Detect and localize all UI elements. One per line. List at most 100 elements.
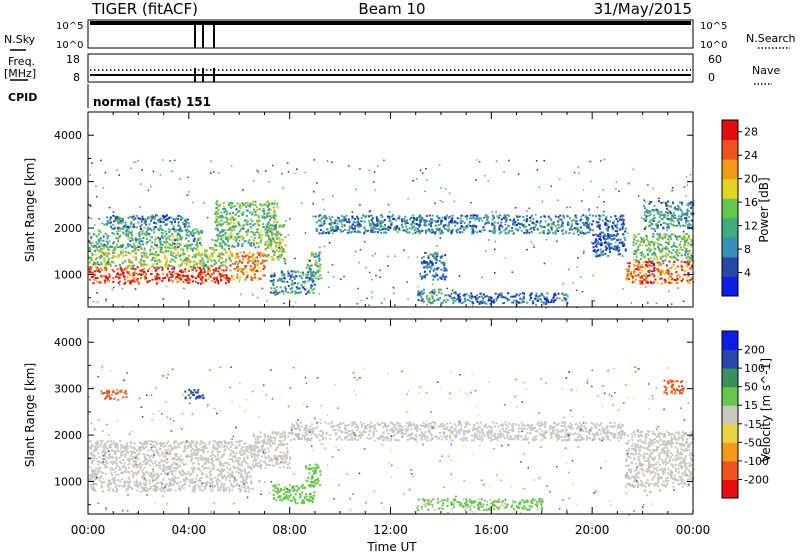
heatmap-cell	[135, 240, 138, 243]
heatmap-cell	[241, 271, 244, 274]
heatmap-cell	[641, 280, 644, 283]
heatmap-cell	[600, 244, 603, 246]
heatmap-cell	[218, 273, 221, 276]
heatmap-cell	[281, 277, 284, 280]
heatmap-cell	[511, 230, 514, 232]
heatmap-cell	[659, 215, 661, 218]
heatmap-cell	[163, 217, 165, 220]
heatmap-cell	[476, 294, 479, 297]
heatmap-cell	[646, 211, 649, 214]
heatmap-cell	[463, 295, 466, 298]
heatmap-cell	[153, 231, 156, 234]
heatmap-cell	[645, 282, 648, 285]
heatmap-cell	[186, 247, 189, 250]
heatmap-cell	[656, 275, 659, 278]
heatmap-cell	[350, 224, 353, 227]
heatmap-cell	[526, 229, 529, 232]
heatmap-cell	[639, 243, 642, 246]
heatmap-cell	[137, 246, 140, 249]
heatmap-cell	[218, 221, 221, 224]
heatmap-cell	[271, 202, 274, 205]
heatmap-cell	[279, 277, 282, 280]
heatmap-cell	[591, 241, 593, 244]
heatmap-cell	[567, 268, 570, 271]
heatmap-cell	[210, 248, 213, 251]
heatmap-cell	[647, 225, 650, 228]
heatmap-cell	[232, 225, 235, 228]
heatmap-cell	[128, 264, 131, 267]
colorbar-tick-label: 16	[744, 196, 758, 209]
heatmap-cell	[187, 240, 190, 243]
heatmap-cell	[252, 267, 255, 270]
heatmap-cell	[562, 282, 565, 285]
heatmap-cell	[240, 228, 243, 231]
heatmap-cell	[91, 241, 94, 244]
heatmap-cell	[412, 180, 414, 182]
heatmap-cell	[586, 219, 589, 222]
heatmap-cell	[528, 298, 531, 301]
heatmap-cell	[656, 237, 659, 240]
heatmap-cell	[441, 301, 444, 304]
heatmap-cell	[550, 223, 553, 226]
heatmap-cell	[121, 245, 124, 248]
heatmap-cell	[219, 461, 222, 463]
heatmap-cell	[93, 457, 96, 460]
heatmap-cell	[233, 237, 236, 239]
heatmap-cell	[172, 225, 175, 228]
heatmap-cell	[264, 231, 267, 234]
heatmap-cell	[231, 277, 234, 280]
heatmap-cell	[313, 287, 316, 290]
heatmap-cell	[100, 461, 103, 464]
heatmap-cell	[443, 224, 446, 227]
heatmap-cell	[193, 237, 196, 240]
heatmap-cell	[370, 219, 373, 221]
heatmap-cell	[426, 179, 428, 182]
heatmap-cell	[420, 299, 423, 302]
heatmap-cell	[445, 300, 447, 303]
heatmap-cell	[634, 252, 637, 255]
heatmap-cell	[348, 225, 351, 228]
heatmap-cell	[645, 218, 648, 221]
heatmap-cell	[225, 275, 228, 278]
heatmap-cell	[128, 271, 131, 274]
heatmap-cell	[151, 278, 154, 281]
heatmap-cell	[118, 280, 121, 283]
heatmap-cell	[276, 233, 278, 236]
heatmap-cell	[130, 281, 132, 284]
heatmap-cell	[152, 450, 155, 452]
heatmap-cell	[528, 223, 531, 226]
heatmap-cell	[446, 298, 449, 301]
heatmap-cell	[603, 253, 606, 256]
heatmap-cell	[687, 204, 690, 207]
heatmap-cell	[310, 284, 313, 287]
heatmap-cell	[332, 276, 335, 278]
heatmap-cell	[639, 276, 642, 279]
heatmap-cell	[181, 441, 184, 444]
heatmap-cell	[650, 273, 653, 276]
heatmap-cell	[159, 265, 162, 268]
heatmap-cell	[438, 297, 441, 300]
heatmap-cell	[117, 246, 120, 248]
heatmap-cell	[548, 230, 551, 233]
heatmap-cell	[233, 245, 236, 248]
heatmap-cell	[244, 265, 247, 268]
heatmap-cell	[280, 270, 283, 273]
heatmap-cell	[211, 450, 214, 453]
heatmap-cell	[430, 261, 433, 264]
heatmap-cell	[211, 490, 214, 493]
heatmap-cell	[301, 202, 303, 204]
heatmap-cell	[490, 230, 493, 233]
heatmap-cell	[160, 231, 163, 234]
heatmap-cell	[177, 280, 180, 283]
heatmap-cell	[575, 289, 578, 292]
heatmap-cell	[674, 217, 677, 219]
heatmap-cell	[609, 234, 612, 237]
heatmap-cell	[378, 229, 381, 231]
heatmap-cell	[149, 235, 151, 238]
heatmap-cell	[165, 285, 168, 288]
heatmap-cell	[309, 271, 312, 274]
heatmap-cell	[260, 239, 263, 242]
heatmap-cell	[177, 217, 179, 220]
heatmap-cell	[127, 235, 130, 238]
heatmap-cell	[96, 266, 99, 269]
